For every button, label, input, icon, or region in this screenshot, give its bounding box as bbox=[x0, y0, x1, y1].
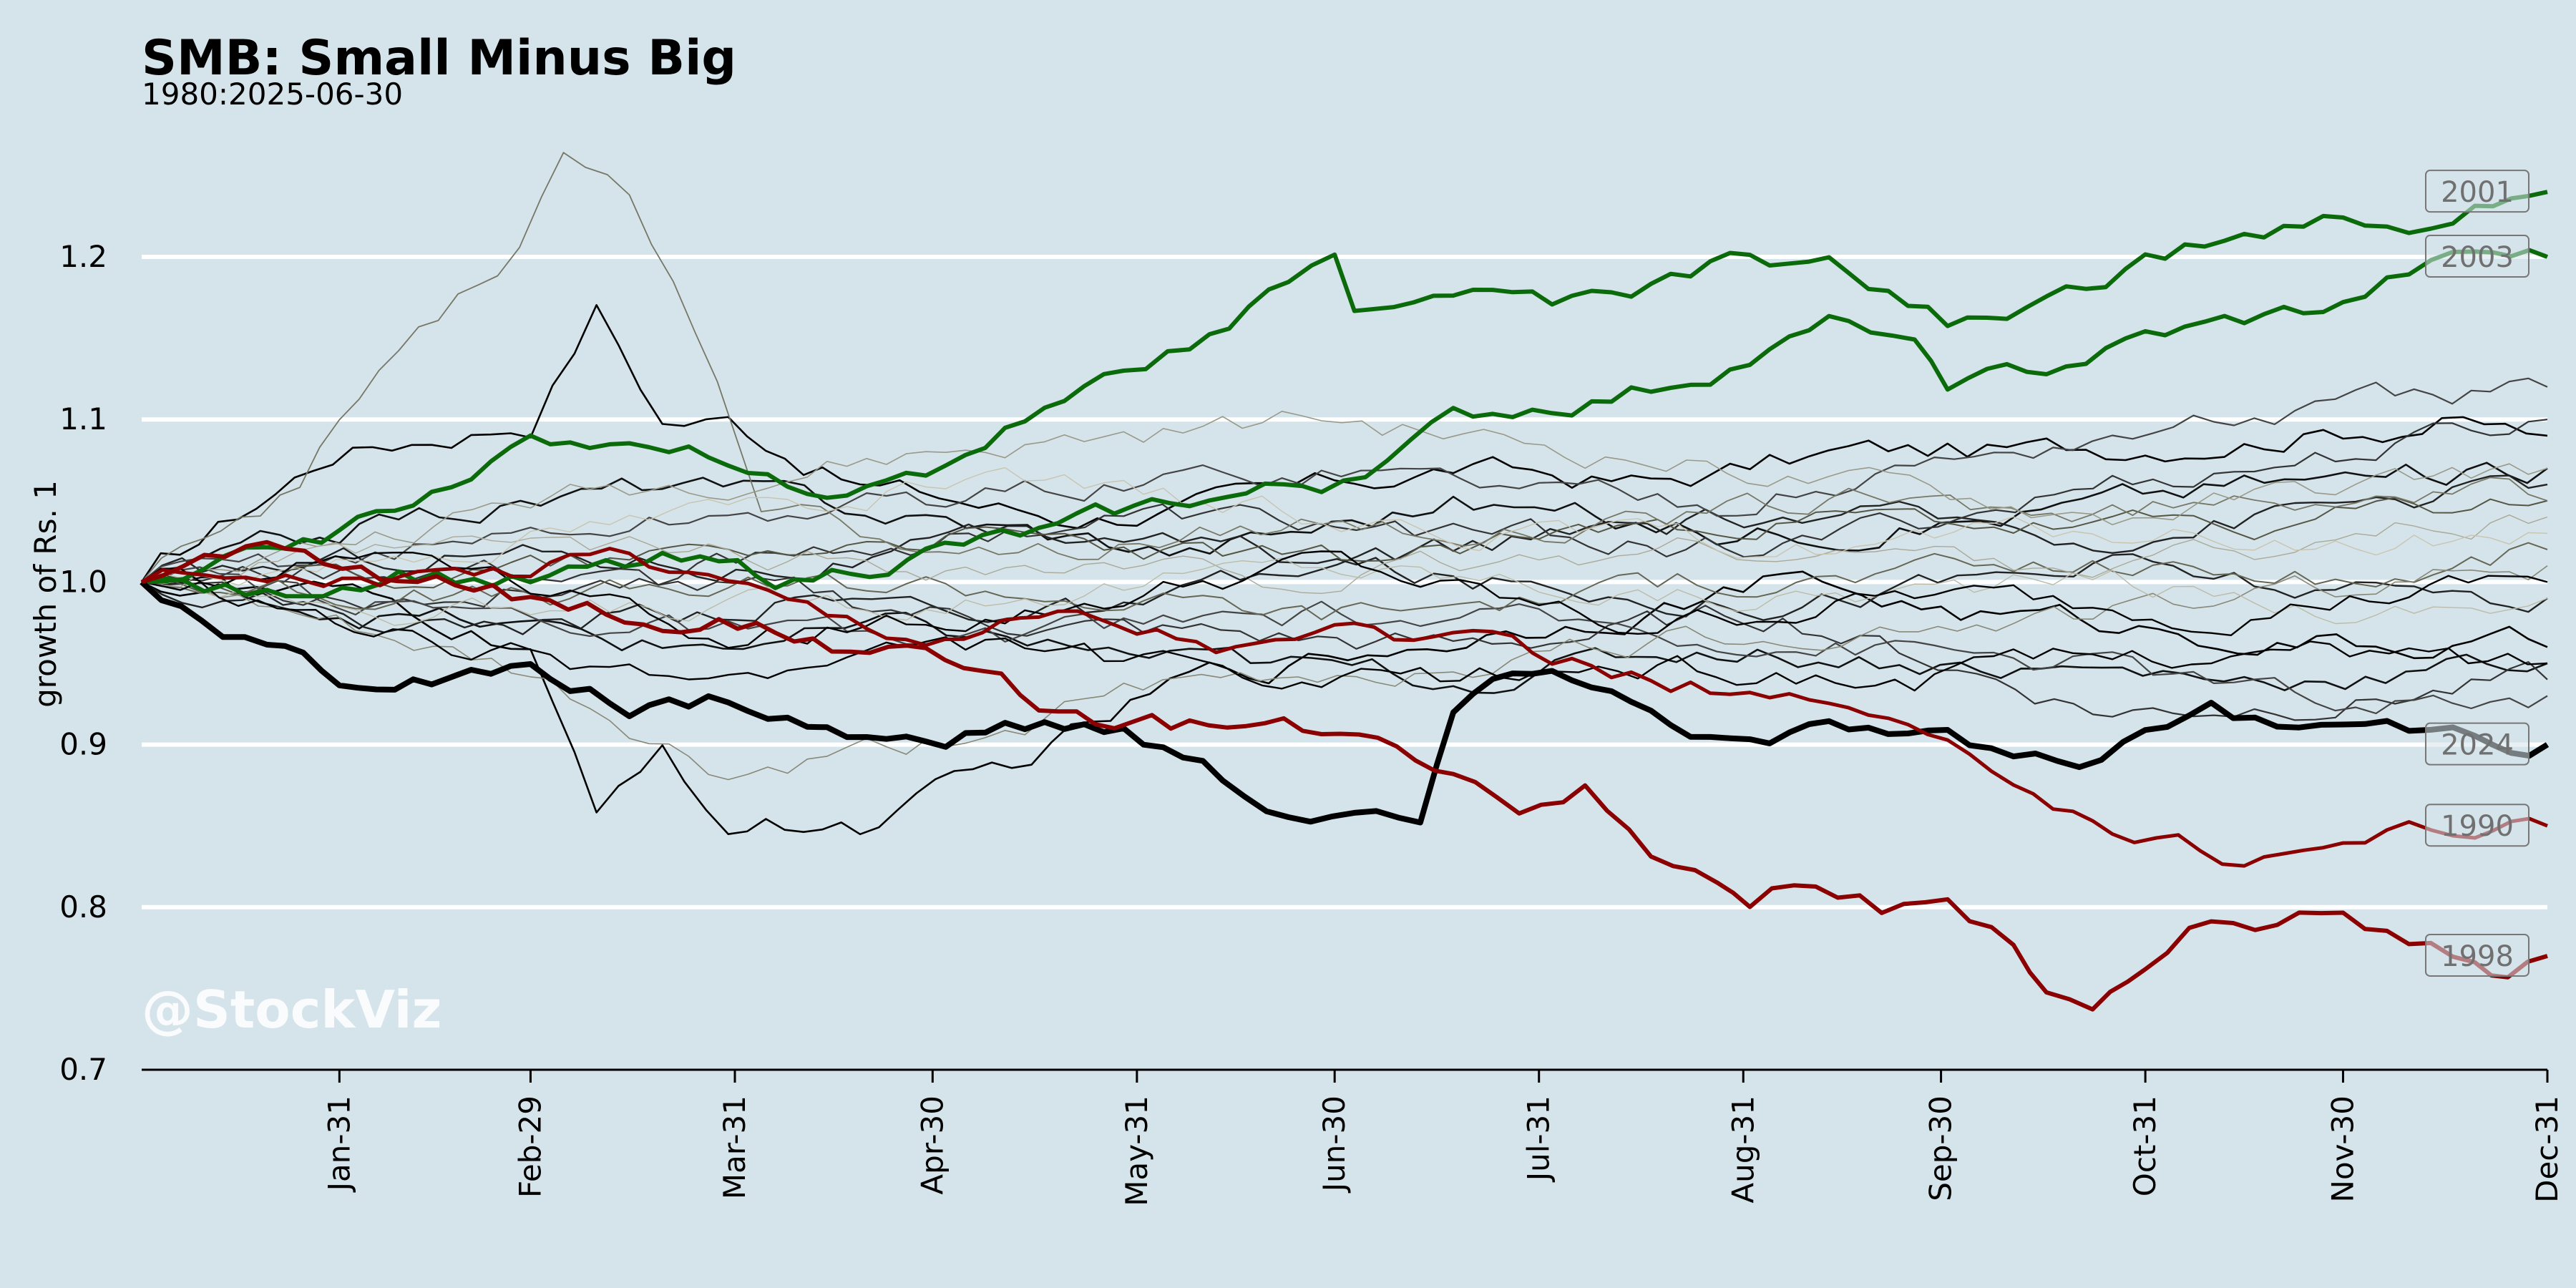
background-series-line bbox=[141, 152, 2548, 582]
year-label-text: 2024 bbox=[2441, 729, 2514, 762]
background-series-line bbox=[141, 576, 2548, 694]
series-line-2003 bbox=[141, 248, 2549, 599]
background-series-line bbox=[141, 565, 2548, 781]
x-tick-label: Nov-30 bbox=[2325, 1096, 2360, 1202]
y-axis-label: growth of Rs. 1 bbox=[28, 480, 63, 708]
y-tick-label: 1.1 bbox=[59, 401, 107, 436]
year-label-box bbox=[2425, 170, 2529, 213]
year-labels: 2001 2003 2024 1990 1998 bbox=[2425, 170, 2529, 977]
y-tick-label: 0.7 bbox=[59, 1052, 107, 1087]
y-tick-label: 1.2 bbox=[59, 239, 107, 274]
background-series-line bbox=[141, 411, 2548, 583]
series-line-2001 bbox=[141, 190, 2548, 585]
x-tick-label: Mar-31 bbox=[717, 1096, 752, 1199]
x-tick-label: Apr-30 bbox=[914, 1096, 950, 1195]
year-label-2001: 2001 bbox=[2425, 170, 2529, 213]
series-line-1990 bbox=[140, 547, 2548, 868]
year-label-text: 2001 bbox=[2441, 176, 2514, 209]
x-tick-label: Jan-31 bbox=[321, 1096, 356, 1193]
year-label-box bbox=[2425, 804, 2529, 847]
background-series-line bbox=[141, 550, 2548, 649]
y-tick-label: 0.8 bbox=[59, 889, 107, 924]
background-series-line bbox=[141, 567, 2548, 692]
x-tick-label: May-31 bbox=[1119, 1096, 1154, 1206]
chart-title: SMB: Small Minus Big bbox=[142, 30, 736, 87]
background-series-line bbox=[141, 377, 2548, 583]
x-axis-ticks: Jan-31 Feb-29 Mar-31 Apr-30 May-31 Jun-30 Jul-… bbox=[321, 1070, 2565, 1206]
highlighted-series bbox=[140, 190, 2550, 1012]
background-series bbox=[140, 152, 2548, 836]
y-tick-label: 0.9 bbox=[59, 727, 107, 762]
background-series-line bbox=[141, 497, 2548, 596]
series-line-2024 bbox=[140, 580, 2550, 826]
x-tick-label: Aug-31 bbox=[1725, 1096, 1760, 1204]
x-tick-label: Dec-31 bbox=[2529, 1096, 2565, 1203]
series-line-1998 bbox=[141, 540, 2548, 1012]
year-label-text: 2003 bbox=[2441, 241, 2514, 274]
x-tick-label: Jul-31 bbox=[1521, 1096, 1556, 1183]
background-series-line bbox=[141, 566, 2548, 715]
x-tick-label: Sep-30 bbox=[1923, 1096, 1958, 1201]
x-tick-label: Oct-31 bbox=[2127, 1096, 2162, 1196]
gridlines bbox=[142, 255, 2547, 909]
x-tick-label: Jun-30 bbox=[1317, 1096, 1352, 1194]
chart-subtitle: 1980:2025-06-30 bbox=[142, 77, 403, 112]
year-label-2024: 2024 bbox=[2425, 722, 2529, 766]
year-label-box bbox=[2425, 722, 2529, 766]
year-label-box bbox=[2425, 235, 2529, 278]
background-series-line bbox=[141, 557, 2548, 626]
y-axis-ticks: 0.7 0.8 0.9 1.0 1.1 1.2 bbox=[59, 239, 107, 1087]
watermark: @StockViz bbox=[142, 980, 441, 1040]
background-series-line bbox=[141, 514, 2548, 594]
background-series-line bbox=[141, 467, 2548, 586]
year-label-1990: 1990 bbox=[2425, 804, 2529, 847]
year-label-2003: 2003 bbox=[2425, 235, 2529, 278]
year-label-1998: 1998 bbox=[2425, 933, 2529, 977]
year-label-text: 1998 bbox=[2441, 940, 2514, 973]
year-label-box bbox=[2425, 933, 2529, 977]
y-tick-label: 1.0 bbox=[59, 564, 107, 599]
background-series-line bbox=[141, 560, 2548, 721]
year-label-text: 1990 bbox=[2441, 810, 2514, 843]
x-tick-label: Feb-29 bbox=[512, 1096, 547, 1198]
